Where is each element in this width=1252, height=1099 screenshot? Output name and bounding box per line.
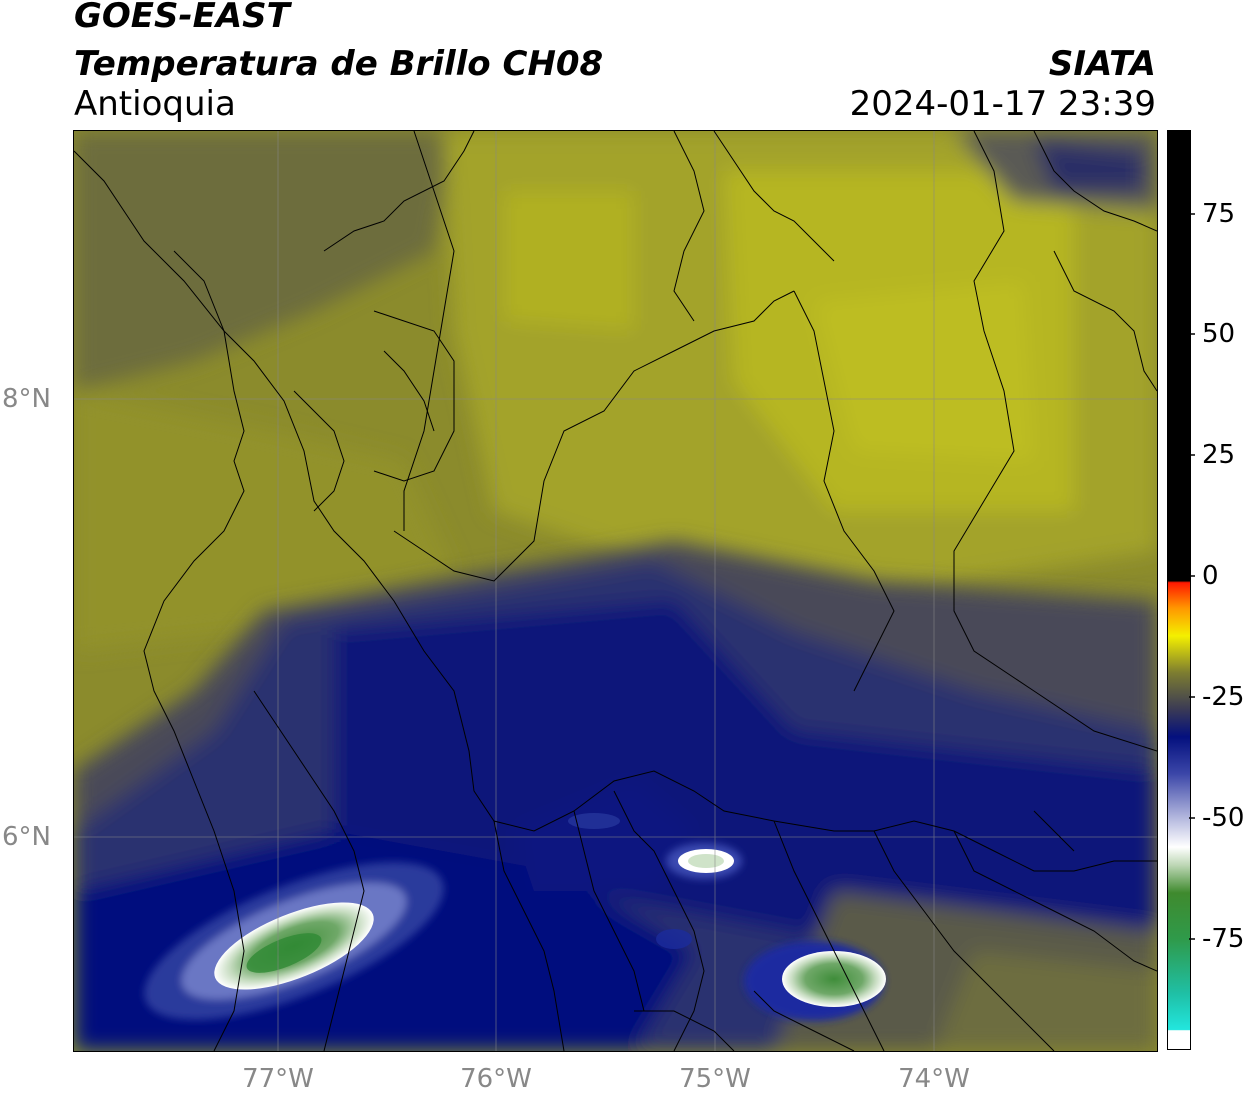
lat-label-6n: 6°N <box>2 822 51 852</box>
pacific-coast <box>143 250 245 1051</box>
colorbar-tick-0: 0 <box>1202 561 1219 591</box>
colorbar-tick-50: 50 <box>1202 319 1236 349</box>
map-canvas <box>74 131 1157 1051</box>
colorbar-tick-25: 25 <box>1202 440 1236 470</box>
brightness-temperature-map <box>73 130 1158 1052</box>
datetime-label: 2024-01-17 23:39 <box>849 84 1156 124</box>
colorbar-canvas <box>1168 131 1190 1049</box>
lon-label-74w: 74°W <box>898 1064 970 1094</box>
lon-label-76w: 76°W <box>460 1064 532 1094</box>
lon-label-77w: 77°W <box>242 1064 314 1094</box>
colorbar-tick-minus25: -25 <box>1202 682 1245 712</box>
temperature-colorbar <box>1167 130 1191 1050</box>
warm-field-layers <box>74 131 1157 651</box>
lat-label-8n: 8°N <box>2 384 51 414</box>
agency-label: SIATA <box>1048 44 1156 84</box>
boundaries <box>74 131 1157 1051</box>
colorbar-gradient <box>1168 131 1190 1049</box>
colorbar-ticks <box>1189 213 1195 940</box>
satellite-title: GOES-EAST <box>74 0 290 36</box>
region-subtitle: Antioquia <box>74 84 236 124</box>
lon-label-75w: 75°W <box>679 1064 751 1094</box>
graticule <box>74 131 1157 1051</box>
colorbar-tick-75: 75 <box>1202 199 1236 229</box>
colorbar-tick-minus50: -50 <box>1202 803 1245 833</box>
product-title: Temperatura de Brillo CH08 <box>74 44 604 84</box>
colorbar-tick-minus75: -75 <box>1202 924 1245 954</box>
